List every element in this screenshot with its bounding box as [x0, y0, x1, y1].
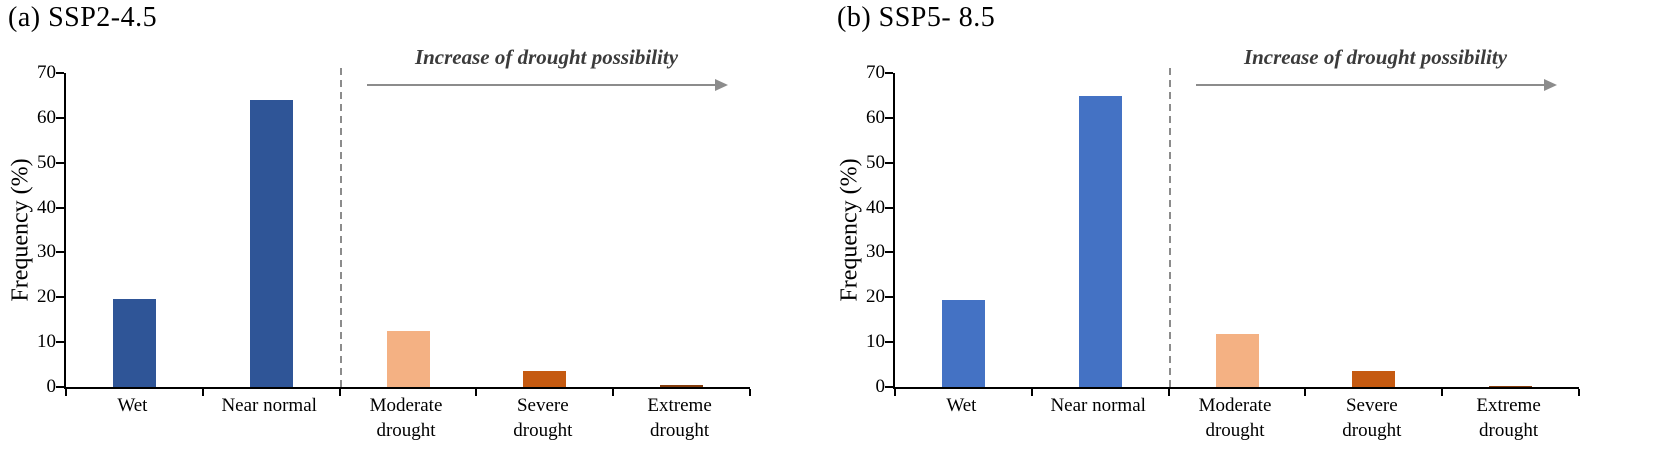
x-tick-mark: [1304, 389, 1307, 396]
x-tick-mark: [65, 389, 67, 396]
x-category-label-moderate-drought: Moderate drought: [369, 395, 443, 441]
drought-divider-line-b: [1168, 68, 1171, 387]
y-tick-label: 40: [37, 196, 56, 218]
y-tick-mark: [885, 386, 893, 388]
x-tick-mark: [894, 389, 896, 396]
y-tick-label: 10: [37, 331, 56, 353]
bar-near-normal: [1078, 95, 1122, 387]
panel-title-b: (b) SSP5- 8.5: [837, 2, 996, 33]
y-tick-label: 70: [37, 62, 56, 84]
x-tick-mark: [612, 389, 615, 396]
x-tick-mark: [475, 389, 478, 396]
y-tick-mark: [56, 161, 64, 164]
y-tick-label: 20: [866, 286, 885, 308]
y-tick-mark: [885, 296, 893, 299]
bar-moderate-drought: [1215, 334, 1259, 387]
bar-severe-drought: [523, 370, 567, 387]
x-tick-mark: [338, 389, 341, 396]
x-category-label-wet: Wet: [946, 395, 977, 416]
y-tick-mark: [885, 161, 893, 164]
x-tick-mark: [749, 389, 751, 396]
y-tick-label: 30: [37, 241, 56, 263]
x-category-label-severe-drought: Severe drought: [1342, 395, 1402, 441]
x-category-label-moderate-drought: Moderate drought: [1198, 395, 1272, 441]
y-tick-mark: [56, 116, 64, 119]
y-tick-label: 0: [46, 376, 57, 398]
y-axis-title-a: Frequency (%): [7, 158, 34, 302]
y-tick-label: 40: [866, 196, 885, 218]
y-tick-label: 50: [866, 151, 885, 173]
x-category-label-near-normal: Near normal: [1050, 395, 1146, 416]
x-tick-mark: [1167, 389, 1170, 396]
y-tick-mark: [885, 251, 893, 254]
x-axis-labels-a: Wet Near normal Moderate drought Severe dro…: [64, 394, 748, 454]
plot-area-a: Increase of drought possibility 0 10 20 30 4…: [37, 45, 751, 396]
y-tick-label: 70: [866, 62, 885, 84]
y-tick-mark: [885, 72, 893, 74]
y-tick-mark: [56, 386, 64, 388]
y-tick-mark: [56, 251, 64, 254]
bar-extreme-drought: [660, 384, 704, 387]
x-category-label-wet: Wet: [117, 395, 148, 416]
x-axis-labels-b: Wet Near normal Moderate drought Severe dro…: [893, 394, 1577, 454]
y-axis-title-b: Frequency (%): [836, 158, 863, 302]
y-tick-label: 60: [37, 106, 56, 128]
y-tick-mark: [885, 341, 893, 344]
x-tick-mark: [201, 389, 204, 396]
chart-panel-a: (a) SSP2-4.5 Frequency (%) Increase of d…: [7, 2, 751, 454]
panel-title-a: (a) SSP2-4.5: [8, 2, 158, 33]
y-tick-mark: [56, 206, 64, 209]
x-category-label-near-normal: Near normal: [221, 395, 317, 416]
x-tick-mark: [1441, 389, 1444, 396]
y-tick-label: 50: [37, 151, 56, 173]
arrow-right-icon-b: [1195, 79, 1558, 91]
bar-extreme-drought: [1489, 385, 1533, 387]
arrow-right-icon-a: [366, 79, 729, 91]
y-tick-mark: [56, 296, 64, 299]
x-tick-mark: [1578, 389, 1580, 396]
x-category-label-severe-drought: Severe drought: [513, 395, 573, 441]
x-category-label-extreme-drought: Extreme drought: [1476, 395, 1541, 441]
y-tick-mark: [885, 206, 893, 209]
bar-wet: [941, 299, 985, 387]
y-tick-mark: [56, 72, 64, 74]
y-tick-label: 0: [875, 376, 886, 398]
bar-severe-drought: [1352, 371, 1396, 387]
y-tick-label: 20: [37, 286, 56, 308]
drought-divider-line-a: [339, 68, 342, 387]
bar-moderate-drought: [386, 331, 430, 387]
annotation-text-a: Increase of drought possibility: [414, 45, 679, 69]
bar-wet: [112, 298, 156, 387]
y-tick-mark: [56, 341, 64, 344]
plot-area-b: Increase of drought possibility 0 10 20 30 4…: [866, 45, 1580, 396]
x-category-label-extreme-drought: Extreme drought: [647, 395, 712, 441]
y-tick-label: 10: [866, 331, 885, 353]
x-tick-mark: [1030, 389, 1033, 396]
y-tick-mark: [885, 116, 893, 119]
chart-panel-b: (b) SSP5- 8.5 Frequency (%) Increase of …: [829, 0, 1658, 473]
annotation-text-b: Increase of drought possibility: [1243, 45, 1508, 69]
bar-near-normal: [249, 99, 293, 387]
y-tick-label: 30: [866, 241, 885, 263]
y-tick-label: 60: [866, 106, 885, 128]
